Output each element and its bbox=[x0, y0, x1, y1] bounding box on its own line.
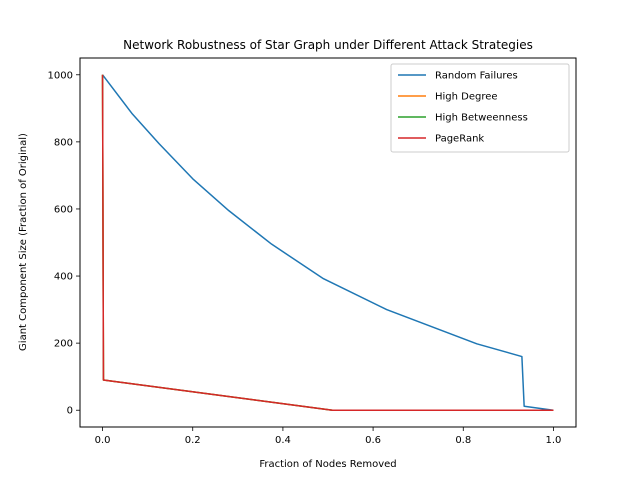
y-tick-label: 200 bbox=[54, 339, 73, 350]
y-tick-label: 0 bbox=[67, 406, 73, 417]
x-tick-label: 0.6 bbox=[365, 435, 381, 446]
y-tick-label: 600 bbox=[54, 204, 73, 215]
series-line-random-failures bbox=[101, 74, 554, 411]
legend: Random Failures High Degree High Betweenne… bbox=[390, 63, 570, 153]
x-tick-label: 0.4 bbox=[275, 435, 291, 446]
x-tick-label: 0.2 bbox=[185, 435, 201, 446]
y-tick-label: 400 bbox=[54, 272, 73, 283]
plot-frame bbox=[79, 57, 577, 428]
legend-entry-label: High Degree bbox=[435, 92, 498, 103]
legend-box bbox=[390, 63, 570, 153]
y-tick-label: 1000 bbox=[48, 70, 73, 81]
legend-entry-label: PageRank bbox=[435, 134, 484, 145]
chart-title: Network Robustness of Star Graph under D… bbox=[123, 38, 533, 52]
x-tick-label: 1.0 bbox=[546, 435, 562, 446]
legend-entry-label: High Betweenness bbox=[435, 113, 528, 124]
x-tick-label: 0.8 bbox=[455, 435, 471, 446]
x-tick-label: 0.0 bbox=[95, 435, 111, 446]
y-axis: 0 200 400 600 800 1000 bbox=[48, 70, 80, 417]
y-tick-label: 800 bbox=[54, 137, 73, 148]
series-line-pagerank bbox=[101, 74, 554, 411]
y-axis-label: Giant Component Size (Fraction of Origin… bbox=[18, 133, 29, 351]
series-layer bbox=[101, 74, 554, 411]
x-axis-label: Fraction of Nodes Removed bbox=[259, 459, 396, 470]
legend-entry-label: Random Failures bbox=[435, 71, 518, 82]
x-axis: 0.0 0.2 0.4 0.6 0.8 1.0 bbox=[95, 427, 562, 446]
